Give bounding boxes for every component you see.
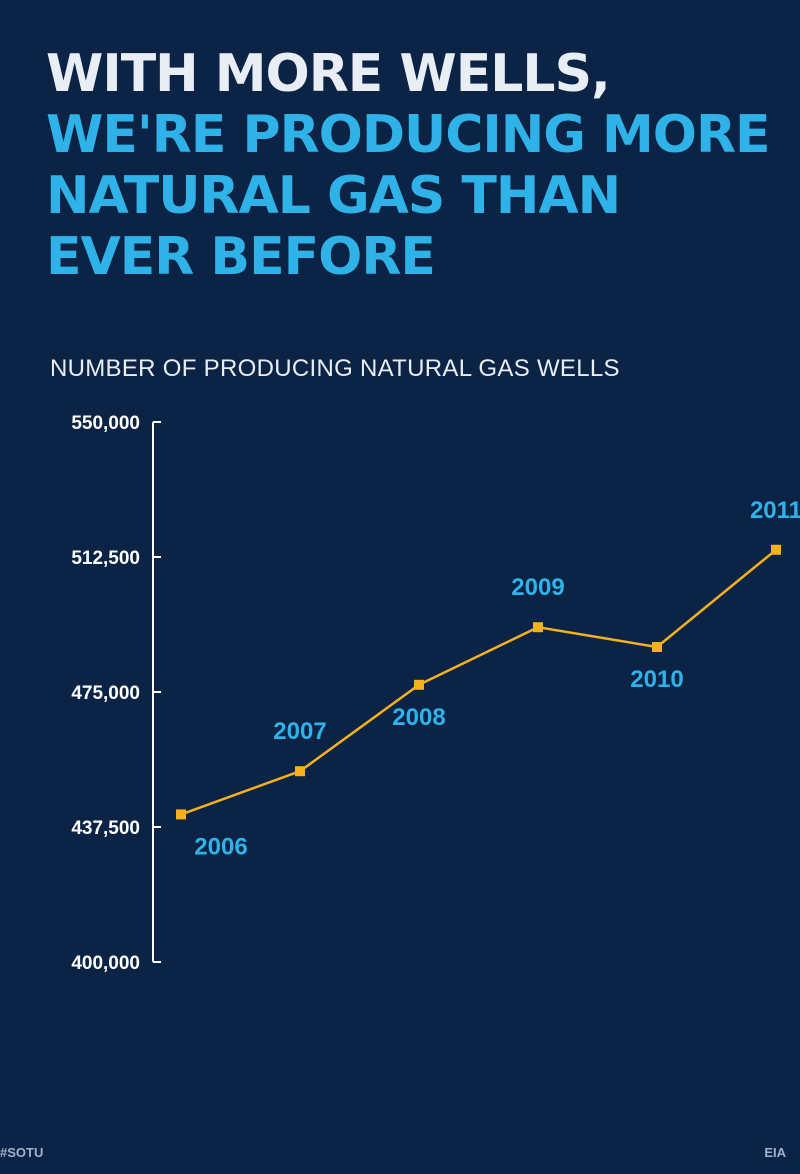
data-point-label: 2006 (194, 833, 247, 860)
data-point (176, 809, 186, 820)
data-point-label: 2007 (273, 718, 326, 745)
chart-title: NUMBER OF PRODUCING NATURAL GAS WELLS (50, 355, 620, 382)
data-point (295, 766, 305, 777)
y-tick-label: 475,000 (71, 683, 140, 704)
headline-line-2: WE'RE PRODUCING MORE (46, 105, 771, 165)
data-point-label: 2011 (750, 497, 800, 524)
y-tick-label: 550,000 (71, 413, 140, 434)
y-tick-label: 512,500 (71, 548, 140, 569)
data-point (771, 544, 781, 555)
source-credit: EIA (764, 1145, 786, 1160)
y-tick-label: 437,500 (71, 818, 140, 839)
data-point (533, 622, 543, 633)
headline-line-3: NATURAL GAS THAN (46, 166, 621, 226)
data-point (652, 642, 662, 652)
y-tick-label: 400,000 (71, 953, 140, 974)
data-point-label: 2008 (392, 704, 445, 731)
data-point-label: 2010 (630, 666, 683, 693)
data-point (414, 679, 424, 690)
headline: WITH MORE WELLS, WE'RE PRODUCING MORE NA… (46, 44, 791, 288)
series-line (180, 548, 777, 816)
hashtag: #SOTU (0, 1145, 44, 1160)
headline-line-1: WITH MORE WELLS, (46, 44, 611, 104)
headline-line-4: EVER BEFORE (46, 227, 436, 287)
data-point-label: 2009 (511, 574, 564, 601)
